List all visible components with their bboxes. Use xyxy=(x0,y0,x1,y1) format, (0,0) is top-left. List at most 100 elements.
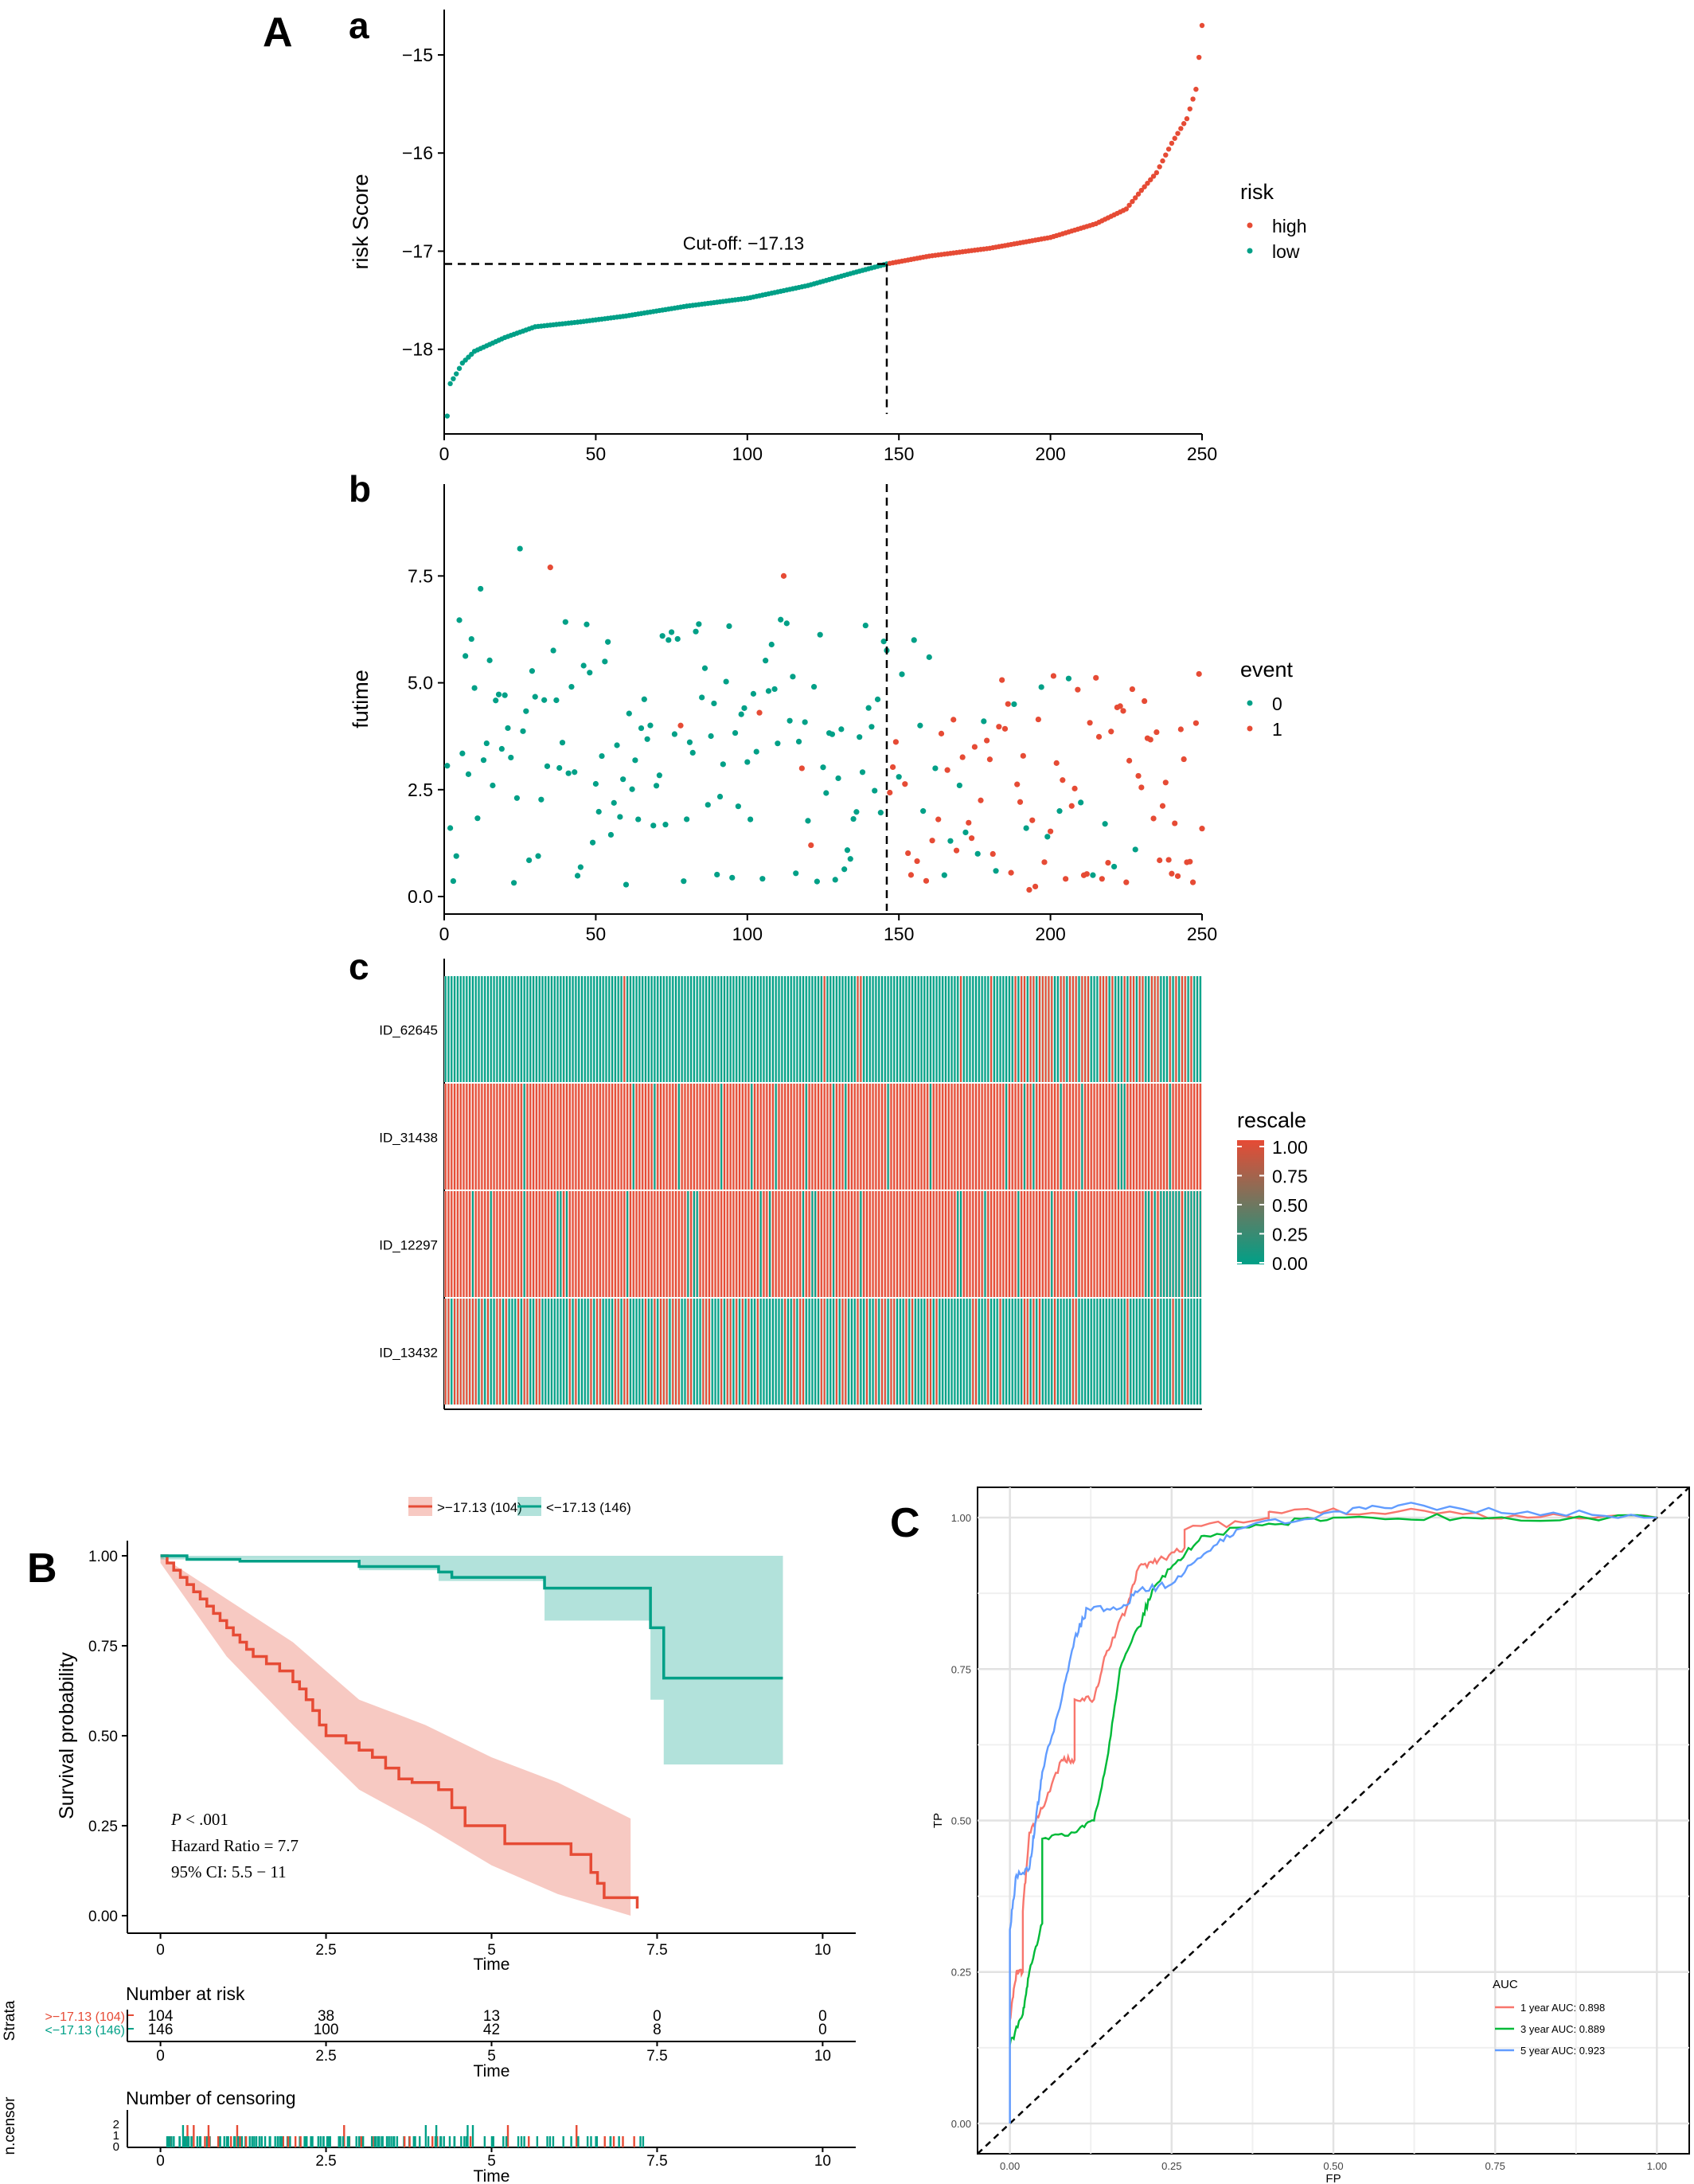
legend-label: >−17.13 (104) xyxy=(437,1500,522,1515)
heatmap-cell xyxy=(611,1299,614,1405)
heatmap-cell xyxy=(1036,1084,1038,1190)
futime-point xyxy=(1192,720,1199,726)
heatmap-cell xyxy=(878,976,880,1082)
futime-point xyxy=(838,726,845,733)
heatmap-cell xyxy=(786,1191,789,1297)
heatmap-cell xyxy=(893,1084,896,1190)
heatmap-cell xyxy=(702,1084,705,1190)
futime-point xyxy=(802,719,808,725)
heatmap-cell xyxy=(444,1191,447,1297)
heatmap-cell xyxy=(720,1299,723,1405)
heatmap-cell xyxy=(535,1299,537,1405)
futime-point xyxy=(765,688,772,694)
heatmap-cell xyxy=(950,1191,953,1297)
heatmap-cell xyxy=(959,1191,962,1297)
futime-point xyxy=(805,818,811,824)
heatmap-cell xyxy=(863,1299,865,1405)
heatmap-cell xyxy=(714,1191,716,1297)
heatmap-cell xyxy=(969,1299,971,1405)
legend-tick-label: 0.50 xyxy=(1272,1195,1308,1216)
risk-point xyxy=(1187,106,1192,111)
p-value-symbol: P xyxy=(170,1810,182,1829)
x-axis-title: Time xyxy=(474,1955,510,1974)
heatmap-cell xyxy=(1008,1191,1010,1297)
heatmap-cell xyxy=(642,976,644,1082)
heatmap-cell xyxy=(1099,1299,1102,1405)
heatmap-cell xyxy=(644,976,647,1082)
heatmap-cell xyxy=(517,976,520,1082)
futime-point xyxy=(1053,760,1060,766)
heatmap-cell xyxy=(975,1191,978,1297)
heatmap-cell xyxy=(920,1191,923,1297)
heatmap-cell xyxy=(1099,1191,1102,1297)
heatmap-cell xyxy=(841,976,844,1082)
heatmap-cell xyxy=(711,976,713,1082)
heatmap-cell xyxy=(708,1191,710,1297)
heatmap-cell xyxy=(541,1299,544,1405)
heatmap-cell xyxy=(939,1084,941,1190)
futime-point xyxy=(559,740,566,746)
heatmap-cell xyxy=(944,1084,947,1190)
futime-point xyxy=(1187,858,1193,865)
futime-point xyxy=(478,585,484,592)
futime-point xyxy=(550,647,556,654)
heatmap-cell xyxy=(902,1084,904,1190)
heatmap-cell xyxy=(848,1084,850,1190)
heatmap-cell xyxy=(833,1084,835,1190)
x-tick-label: 0 xyxy=(156,2048,165,2065)
heatmap-cell xyxy=(533,1191,535,1297)
heatmap-cell xyxy=(726,1084,728,1190)
risk-point xyxy=(447,381,453,387)
heatmap-cell xyxy=(1066,976,1068,1082)
heatmap-cell xyxy=(505,976,507,1082)
heatmap-cell xyxy=(1008,1299,1010,1405)
heatmap-cell xyxy=(1108,1299,1110,1405)
heatmap-cell xyxy=(565,1191,568,1297)
heatmap-cell xyxy=(805,1299,807,1405)
risk-point xyxy=(1130,198,1135,205)
heatmap-cell xyxy=(1196,1299,1199,1405)
heatmap-cell xyxy=(802,1191,805,1297)
heatmap-cell xyxy=(575,1084,577,1190)
heatmap-cell xyxy=(493,1084,495,1190)
heatmap-cell xyxy=(677,1299,680,1405)
heatmap-cell xyxy=(596,1084,599,1190)
heatmap-cell xyxy=(923,1084,926,1190)
heatmap-cell xyxy=(1181,1299,1184,1405)
heatmap-cell xyxy=(726,1299,728,1405)
heatmap-cell xyxy=(451,1084,453,1190)
heatmap-cell xyxy=(1026,1084,1028,1190)
x-tick-label: 0.25 xyxy=(1161,2160,1181,2172)
heatmap-cell xyxy=(1032,1299,1035,1405)
heatmap-cell xyxy=(763,1191,765,1297)
heatmap-cell xyxy=(666,1299,668,1405)
heatmap-cell xyxy=(990,1299,993,1405)
heatmap-cell xyxy=(747,1191,750,1297)
heatmap-cell xyxy=(786,1299,789,1405)
heatmap-cell xyxy=(1069,1299,1071,1405)
x-tick-label: 50 xyxy=(586,443,607,464)
heatmap-cell xyxy=(463,1299,465,1405)
heatmap-cell xyxy=(590,1191,592,1297)
heatmap-cell xyxy=(508,976,510,1082)
heatmap-cell xyxy=(942,1299,944,1405)
y-tick-label: 7.5 xyxy=(408,565,433,586)
heatmap-cell xyxy=(899,976,901,1082)
heatmap-cell xyxy=(642,1299,644,1405)
heatmap-cell xyxy=(966,1299,968,1405)
heatmap-cell xyxy=(1008,976,1010,1082)
heatmap-cell xyxy=(1157,976,1159,1082)
heatmap-cell xyxy=(1178,1299,1181,1405)
futime-point xyxy=(1117,703,1123,709)
heatmap-cell xyxy=(659,1299,662,1405)
futime-point xyxy=(629,786,635,792)
futime-point xyxy=(1174,873,1181,879)
x-tick-label: 2.5 xyxy=(315,2153,336,2170)
futime-point xyxy=(641,696,647,702)
futime-point xyxy=(1083,871,1090,877)
heatmap-cell xyxy=(1060,976,1062,1082)
heatmap-cell xyxy=(929,1191,931,1297)
heatmap-cell xyxy=(590,976,592,1082)
heatmap-cell xyxy=(638,976,641,1082)
heatmap-cell xyxy=(1187,1191,1189,1297)
